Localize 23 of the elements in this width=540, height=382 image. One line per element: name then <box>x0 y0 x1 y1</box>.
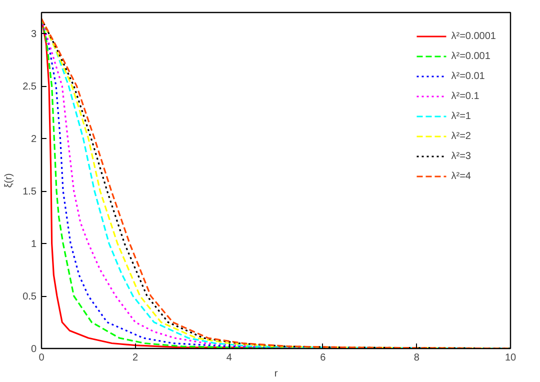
y-tick-label: 1 <box>30 239 37 250</box>
y-tick-label: 2 <box>30 134 37 145</box>
legend-label: λ²=2 <box>451 130 472 142</box>
x-tick-label: 2 <box>132 352 139 364</box>
legend-label: λ²=0.0001 <box>451 30 496 42</box>
y-tick-label: 1.5 <box>22 186 37 198</box>
y-tick-label: 0.5 <box>22 292 37 302</box>
y-tick-label: 3 <box>30 29 37 40</box>
x-tick-label: 8 <box>414 352 420 364</box>
x-tick-label: 0 <box>38 352 45 364</box>
y-tick-label: 2.5 <box>22 82 37 92</box>
x-tick-label: 6 <box>320 352 326 364</box>
y-tick-label: 0 <box>30 344 37 355</box>
x-tick-label: 10 <box>504 352 516 364</box>
legend-label: λ²=0.1 <box>451 90 480 102</box>
legend-label: λ²=1 <box>451 110 472 122</box>
legend-label: λ²=0.001 <box>451 50 490 62</box>
y-axis-title: ξ(r) <box>4 173 15 188</box>
x-tick-label: 4 <box>226 352 232 364</box>
legend-label: λ²=3 <box>451 150 472 162</box>
legend-label: λ²=0.01 <box>451 70 485 82</box>
x-axis-title: r <box>274 368 278 380</box>
legend-label: λ²=4 <box>451 170 472 182</box>
